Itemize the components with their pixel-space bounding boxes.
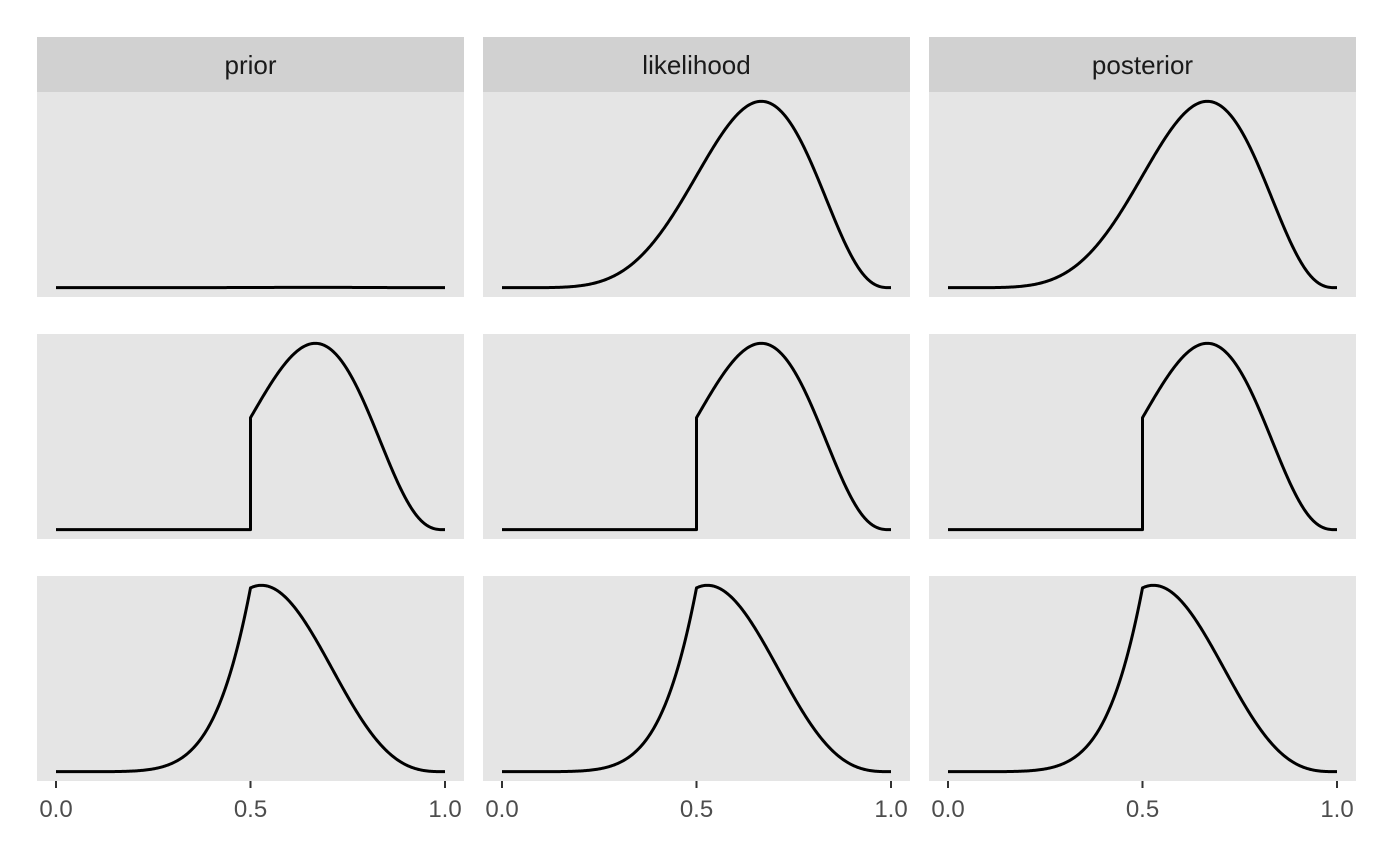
x-tick-label: 0.5 [680,796,713,823]
x-tick-label: 1.0 [428,796,461,823]
panels [37,92,1356,781]
panel-posterior-row-1 [929,92,1356,297]
panel-posterior-row-2 [929,334,1356,539]
panel-prior-row-1 [37,92,464,297]
x-axis-posterior: 0.0 0.5 1.0 [931,781,1354,823]
panel-prior-row-3 [37,576,464,781]
strip-posterior: posterior [929,37,1356,92]
prior-curve [55,583,446,774]
x-tick-label: 0.0 [39,796,72,823]
likelihood-curve [501,341,892,532]
posterior-curve [947,583,1338,774]
x-tick-label: 0.5 [234,796,267,823]
strip-prior-bg [37,37,464,92]
likelihood-curve [501,99,892,290]
x-tick-label: 1.0 [874,796,907,823]
strip-likelihood-label: likelihood [642,50,750,80]
x-tick-label: 0.0 [485,796,518,823]
panel-prior-row-2 [37,334,464,539]
panel-likelihood-row-3 [483,576,910,781]
x-tick-label: 0.0 [931,796,964,823]
x-tick-label: 1.0 [1320,796,1353,823]
panel-background [483,92,910,297]
posterior-curve [947,99,1338,290]
prior-curve [55,341,446,532]
posterior-curve [947,341,1338,532]
x-tick-label: 0.5 [1126,796,1159,823]
strip-prior: prior [37,37,464,92]
strip-likelihood: likelihood [483,37,910,92]
likelihood-curve [501,583,892,774]
strip-prior-label: prior [224,50,276,80]
panel-background [929,576,1356,781]
panel-background [929,92,1356,297]
panel-likelihood-row-1 [483,92,910,297]
strip-likelihood-bg [483,37,910,92]
panel-likelihood-row-2 [483,334,910,539]
panel-background [37,92,464,297]
x-axis-likelihood: 0.0 0.5 1.0 [485,781,908,823]
panel-posterior-row-3 [929,576,1356,781]
panel-background [483,576,910,781]
x-axis-prior: 0.0 0.5 1.0 [39,781,462,823]
strip-posterior-label: posterior [1092,50,1193,80]
x-axes: 0.0 0.5 1.0 0.0 0.5 1.0 0.0 0.5 1.0 [39,781,1354,823]
panel-background [37,576,464,781]
strip-posterior-bg [929,37,1356,92]
